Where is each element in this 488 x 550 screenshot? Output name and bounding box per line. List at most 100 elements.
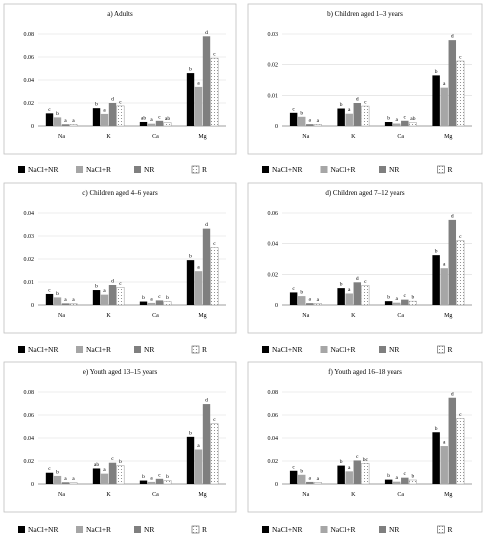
legend-label: NaCl+NR <box>28 165 58 174</box>
significance-label: a <box>64 476 67 482</box>
significance-label: c <box>292 464 295 470</box>
chart-panel-1: b) Children aged 1–3 years 0 0.01 0.02 0.03 c… <box>247 3 483 155</box>
y-tick-label: 0.06 <box>24 55 35 61</box>
significance-label: b <box>189 430 192 436</box>
bar-nacl-r-mg <box>440 87 448 126</box>
bar-nacl-nr-mg <box>186 260 195 305</box>
significance-label: a <box>309 297 312 303</box>
significance-label: a <box>309 118 312 124</box>
significance-label: c <box>404 471 407 477</box>
significance-label: b <box>340 459 343 465</box>
significance-label: b <box>56 469 59 475</box>
panel-frame <box>3 3 237 155</box>
chart-title: b) Children aged 1–3 years <box>327 10 403 18</box>
bar-r-ca <box>408 122 417 127</box>
panel-frame <box>3 361 237 513</box>
significance-label: c <box>48 466 51 472</box>
legend-label: NaCl+R <box>86 165 111 174</box>
bar-nacl-r-k <box>345 113 353 126</box>
significance-label: bc <box>363 457 369 463</box>
bar-nacl-nr-k <box>337 108 345 126</box>
bar-nacl-r-ca <box>147 123 156 126</box>
significance-label: a <box>317 118 320 124</box>
bar-r-k <box>361 285 370 306</box>
bar-nacl-nr-ca <box>384 122 393 126</box>
significance-label: d <box>111 97 114 103</box>
bar-r-ca <box>163 301 172 306</box>
significance-label: b <box>387 295 390 301</box>
chart-title: c) Children aged 4–6 years <box>82 189 158 197</box>
chart-panel-2: c) Children aged 4–6 years 0 0.01 0.02 0.03 0… <box>3 182 237 334</box>
y-tick-label: 0.06 <box>268 413 279 419</box>
bar-r-k <box>361 105 370 127</box>
significance-label: c <box>158 294 161 300</box>
legend-swatch <box>437 345 445 354</box>
bar-nacl-r-k <box>100 294 109 305</box>
bar-nr-na <box>306 124 314 126</box>
bar-nacl-nr-ca <box>139 301 148 305</box>
legend-swatch <box>262 346 269 353</box>
category-label: Ca <box>397 313 404 319</box>
bar-nacl-r-ca <box>147 481 156 484</box>
chart-title: d) Children aged 7–12 years <box>325 189 405 197</box>
chart-panel-5: f) Youth aged 16–18 years 0 0.02 0.04 0.06 0.… <box>247 361 483 513</box>
significance-label: b <box>166 295 169 301</box>
chart-panel-3: d) Children aged 7–12 years 0 0.02 0.04 0.06… <box>247 182 483 334</box>
significance-label: c <box>292 106 295 112</box>
panel-frame <box>247 3 483 155</box>
significance-label: a <box>64 297 67 303</box>
significance-label: a <box>72 297 75 303</box>
legend-label: NaCl+NR <box>272 345 302 354</box>
legend-label: NaCl+NR <box>28 525 58 534</box>
significance-label: d <box>451 34 454 40</box>
legend-label: NaCl+R <box>331 525 356 534</box>
legend-swatch <box>437 525 445 534</box>
legend-label: NR <box>144 345 154 354</box>
significance-label: a <box>197 265 200 271</box>
category-label: Mg <box>198 313 206 319</box>
y-tick-label: 0.02 <box>24 101 35 107</box>
significance-label: a <box>309 475 312 481</box>
significance-label: c <box>213 417 216 423</box>
bar-r-mg <box>456 418 465 485</box>
bar-nacl-nr-mg <box>432 255 440 305</box>
bar-nr-ca <box>155 120 164 126</box>
legend-swatch <box>379 346 386 353</box>
significance-label: b <box>300 468 303 474</box>
significance-label: a <box>443 81 446 87</box>
significance-label: c <box>158 114 161 120</box>
legend-swatch <box>379 526 386 533</box>
significance-label: c <box>111 456 114 462</box>
legend-swatch <box>262 526 269 533</box>
bar-nacl-r-k <box>100 113 109 126</box>
significance-label: b <box>340 102 343 108</box>
significance-label: b <box>387 116 390 122</box>
bar-r-na <box>69 124 78 127</box>
bar-nacl-r-na <box>297 296 306 305</box>
bar-nacl-r-ca <box>147 302 156 305</box>
significance-label: b <box>56 111 59 117</box>
significance-label: b <box>189 254 192 260</box>
bar-nacl-nr-k <box>92 108 101 126</box>
y-tick-label: 0 <box>31 124 34 130</box>
category-label: Mg <box>444 313 452 319</box>
bar-nr-ca <box>155 478 164 484</box>
y-tick-label: 0.03 <box>268 32 279 38</box>
significance-label: ab <box>165 116 170 122</box>
y-tick-label: 0.06 <box>24 413 35 419</box>
category-label: Ca <box>152 492 159 498</box>
legend-swatch <box>191 525 200 534</box>
bar-r-na <box>69 482 78 485</box>
significance-label: c <box>48 107 51 113</box>
category-label: Mg <box>444 134 452 140</box>
category-label: Ca <box>152 134 159 140</box>
significance-label: c <box>292 286 295 292</box>
significance-label: ab <box>141 115 146 121</box>
legend-label: NaCl+R <box>86 345 111 354</box>
significance-label: a <box>103 467 106 473</box>
bar-nacl-r-ca <box>392 302 401 305</box>
y-tick-label: 0.08 <box>24 390 35 396</box>
bar-nacl-nr-na <box>289 292 298 305</box>
significance-label: a <box>443 262 446 268</box>
bar-nacl-r-na <box>297 116 306 126</box>
